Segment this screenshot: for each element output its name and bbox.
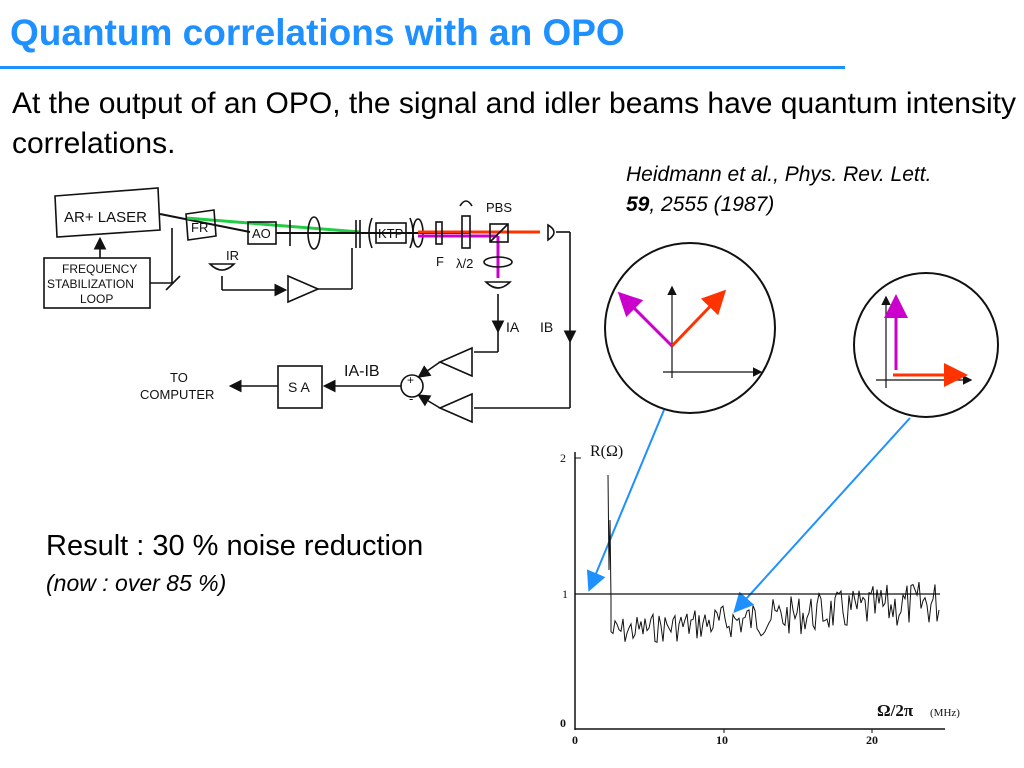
freq-label-2: STABILIZATION [47, 277, 134, 291]
reference: Heidmann et al., Phys. Rev. Lett. 59, 25… [626, 160, 931, 220]
ia-ib-label: IA-IB [344, 363, 380, 380]
sa-label: S A [288, 379, 310, 395]
noise-trace [607, 474, 940, 644]
pbs-cube [489, 223, 509, 243]
correlation-inset-left [604, 242, 776, 414]
to-label: TO [170, 370, 188, 385]
title-underline [0, 66, 845, 69]
x-axis-label: Ω/2π [877, 701, 914, 720]
sa-box [277, 365, 323, 409]
ktp-cavity [368, 217, 373, 249]
fr-label: FR [191, 220, 208, 235]
x-axis-unit: (MHz) [930, 707, 960, 719]
ktp-box [375, 222, 407, 244]
result-note: (now : over 85 %) [46, 570, 227, 596]
reference-pages: , 2555 (1987) [649, 193, 775, 216]
plus-sign: + [407, 373, 414, 387]
detector-b [547, 223, 555, 242]
reference-volume: 59 [626, 193, 650, 216]
pbs-label: PBS [486, 200, 512, 215]
lambda-label: λ/2 [456, 256, 473, 271]
y-tick-0: 0 [560, 716, 566, 730]
ir-label: IR [226, 248, 239, 263]
correlation-inset-right [853, 272, 999, 418]
computer-label: COMPUTER [140, 387, 214, 402]
pointer-arrow-right [733, 417, 911, 613]
slide-title: Quantum correlations with an OPO [10, 12, 625, 53]
pointer-arrow-left [586, 409, 665, 592]
detector-a [484, 281, 512, 289]
y-axis-label: R(Ω) [590, 443, 623, 460]
ktp-label: KTP [378, 226, 403, 241]
freq-label-1: FREQUENCY [62, 262, 137, 276]
f-label: F [436, 254, 444, 269]
laser-box [54, 187, 161, 238]
reference-authors: Heidmann et al., Phys. Rev. Lett. [626, 163, 932, 186]
minus-sign: - [409, 391, 413, 406]
setup-schematic: AR+ LASER FREQUENCY STABILIZATION LOOP F… [43, 187, 577, 424]
intro-text: At the output of an OPO, the signal and … [12, 87, 1016, 160]
y-tick-2: 2 [560, 451, 566, 465]
fr-box [185, 209, 217, 241]
ao-label: AO [252, 226, 271, 241]
freq-label-3: LOOP [80, 292, 113, 306]
ia-label: IA [506, 319, 520, 335]
x-tick-10: 10 [716, 733, 728, 747]
noise-spectrum-plot: 2 1 0 0 10 20 R(Ω) Ω/2π (MHz) [560, 443, 960, 747]
result-text: Result : 30 % noise reduction [46, 530, 424, 562]
y-tick-1: 1 [562, 587, 568, 601]
x-tick-0: 0 [572, 733, 578, 747]
x-tick-20: 20 [866, 733, 878, 747]
laser-label: AR+ LASER [64, 209, 147, 226]
ib-label: IB [540, 319, 553, 335]
detector-ir [208, 263, 236, 271]
